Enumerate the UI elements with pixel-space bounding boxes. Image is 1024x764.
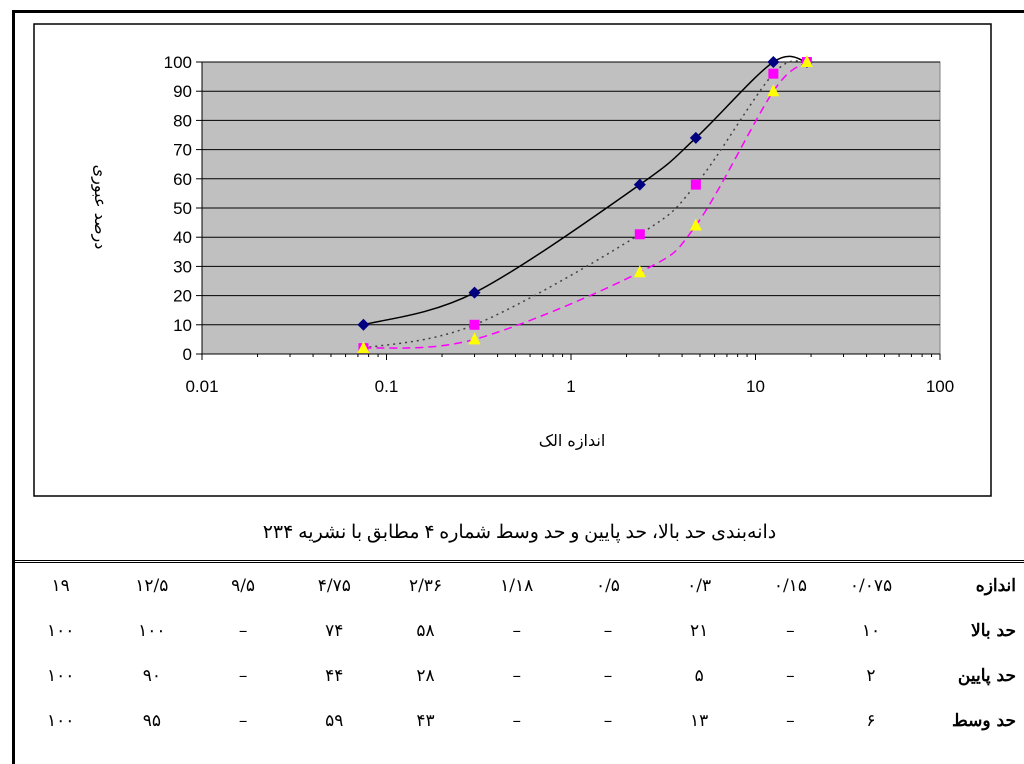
y-tick-label: 70	[173, 141, 192, 160]
y-tick-label: 100	[164, 53, 192, 72]
x-tick-label: 100	[926, 377, 954, 396]
table-cell: –	[603, 620, 613, 641]
series-3-point	[800, 55, 813, 67]
series-1-point	[689, 131, 702, 144]
table-header-cell: ۱/۱۸	[500, 575, 534, 596]
table-cell: –	[786, 665, 795, 686]
table-row: حد وسط ۶ – ۱۳ – – ۴۳ ۵۹ – ۹۵ ۱۰۰	[15, 698, 1024, 743]
table-cell: ۴۴	[325, 665, 344, 686]
table-cell: ۱۳	[690, 710, 709, 731]
table-cell: ۲	[866, 665, 876, 686]
series-1-point	[357, 318, 370, 331]
x-tick-label: 10	[746, 377, 765, 396]
table-cell: –	[512, 665, 521, 686]
table-cell: ۹۵	[142, 710, 161, 731]
table-header-row: اندازه ۰/۰۷۵ ۰/۱۵ ۰/۳ ۰/۵ ۱/۱۸ ۲/۳۶ ۴/۷۵…	[15, 563, 1024, 608]
table-cell: –	[603, 710, 613, 731]
table-header-cell: اندازه	[975, 575, 1016, 596]
table-header-cell: ۱۲/۵	[135, 575, 169, 596]
series-1-point	[468, 286, 481, 299]
x-tick-label: 0.01	[185, 377, 218, 396]
series-2-point	[634, 229, 645, 240]
y-tick-label: 10	[173, 316, 192, 335]
table-cell: –	[238, 665, 248, 686]
table-header-cell: ۰/۰۷۵	[849, 575, 893, 596]
table-cell: حد پایین	[957, 665, 1016, 686]
table-cell: ۱۰۰	[46, 620, 75, 641]
table-cell: ۱۰۰	[138, 620, 166, 641]
table-row: حد پایین ۲ – ۵ – – ۲۸ ۴۴ – ۹۰ ۱۰۰	[15, 653, 1024, 698]
x-axis-title: اندازه الک	[539, 431, 606, 451]
table-cell: –	[603, 665, 613, 686]
sieve-chart: 0 10 20 30 40 50 60 70 80 90 100 0.01 0.1 1 10 100 اندا…	[33, 23, 992, 497]
table-cell: –	[786, 620, 795, 641]
table-header-cell: ۰/۳	[687, 575, 712, 596]
gridlines	[202, 61, 940, 326]
y-tick-label: 40	[173, 228, 192, 247]
table-cell: ۹۰	[142, 665, 161, 686]
table-cell: ۵	[694, 665, 704, 686]
series-2-point	[690, 179, 701, 190]
axes: 0 10 20 30 40 50 60 70 80 90 100 0.01 0.1 1 10 100	[164, 53, 955, 396]
y-tick-label: 50	[173, 199, 192, 218]
table-cell: –	[512, 710, 521, 731]
table-cell: ۲۸	[416, 665, 435, 686]
series-markers	[357, 55, 813, 354]
table-cell: ۶	[866, 710, 876, 731]
table-cell: حد وسط	[952, 710, 1016, 731]
series-3-point	[689, 218, 702, 231]
gradation-table: اندازه ۰/۰۷۵ ۰/۱۵ ۰/۳ ۰/۵ ۱/۱۸ ۲/۳۶ ۴/۷۵…	[15, 560, 1024, 764]
table-cell: ۵۸	[416, 620, 435, 641]
table-cell: ۱۰۰	[46, 665, 75, 686]
table-cell: ۵۹	[325, 710, 344, 731]
table-header-cell: ۰/۵	[595, 575, 620, 596]
series-3-point	[633, 265, 646, 278]
table-cell: –	[512, 620, 521, 641]
y-axis-title: درصد عبوری	[90, 165, 110, 250]
table-header-cell: ۲/۳۶	[408, 575, 443, 596]
y-tick-label: 30	[173, 257, 192, 276]
y-tick-label: 90	[173, 82, 192, 101]
series-3-line	[363, 61, 808, 349]
series-2-point	[768, 68, 779, 79]
y-tick-label: 0	[183, 345, 192, 364]
y-tick-label: 20	[173, 287, 192, 306]
table-row: حد بالا ۱۰ – ۲۱ – – ۵۸ ۷۴ – ۱۰۰ ۱۰۰	[15, 608, 1024, 653]
series-1-point	[633, 178, 646, 191]
series-3-point	[468, 332, 481, 345]
y-tick-label: 80	[173, 111, 192, 130]
table-cell: –	[786, 710, 795, 731]
figure-caption: دانه‌بندی حد بالا، حد پایین و حد وسط شما…	[262, 522, 777, 543]
series-3-point	[767, 84, 780, 97]
table-header-cell: ۱۹	[51, 575, 70, 596]
figure-frame	[12, 10, 1024, 764]
y-tick-label: 60	[173, 170, 192, 189]
table-cell: –	[238, 710, 248, 731]
table-cell: ۷۴	[325, 620, 344, 641]
table-header-cell: ۴/۷۵	[317, 575, 351, 596]
table-cell: ۱۰	[861, 620, 881, 641]
x-tick-label: 1	[566, 377, 575, 396]
table-cell: –	[238, 620, 248, 641]
x-tick-label: 0.1	[375, 377, 399, 396]
table-header-cell: ۰/۱۵	[773, 575, 807, 596]
table-cell: ۱۰۰	[46, 710, 75, 731]
series-3-point	[357, 341, 370, 354]
table-header-cell: ۹/۵	[231, 575, 256, 596]
series-1-point	[767, 56, 780, 68]
table-cell: ۲۱	[690, 620, 709, 641]
series-2-point	[469, 319, 480, 330]
table-cell: حد بالا	[971, 620, 1016, 641]
table-cell: ۴۳	[416, 710, 435, 731]
